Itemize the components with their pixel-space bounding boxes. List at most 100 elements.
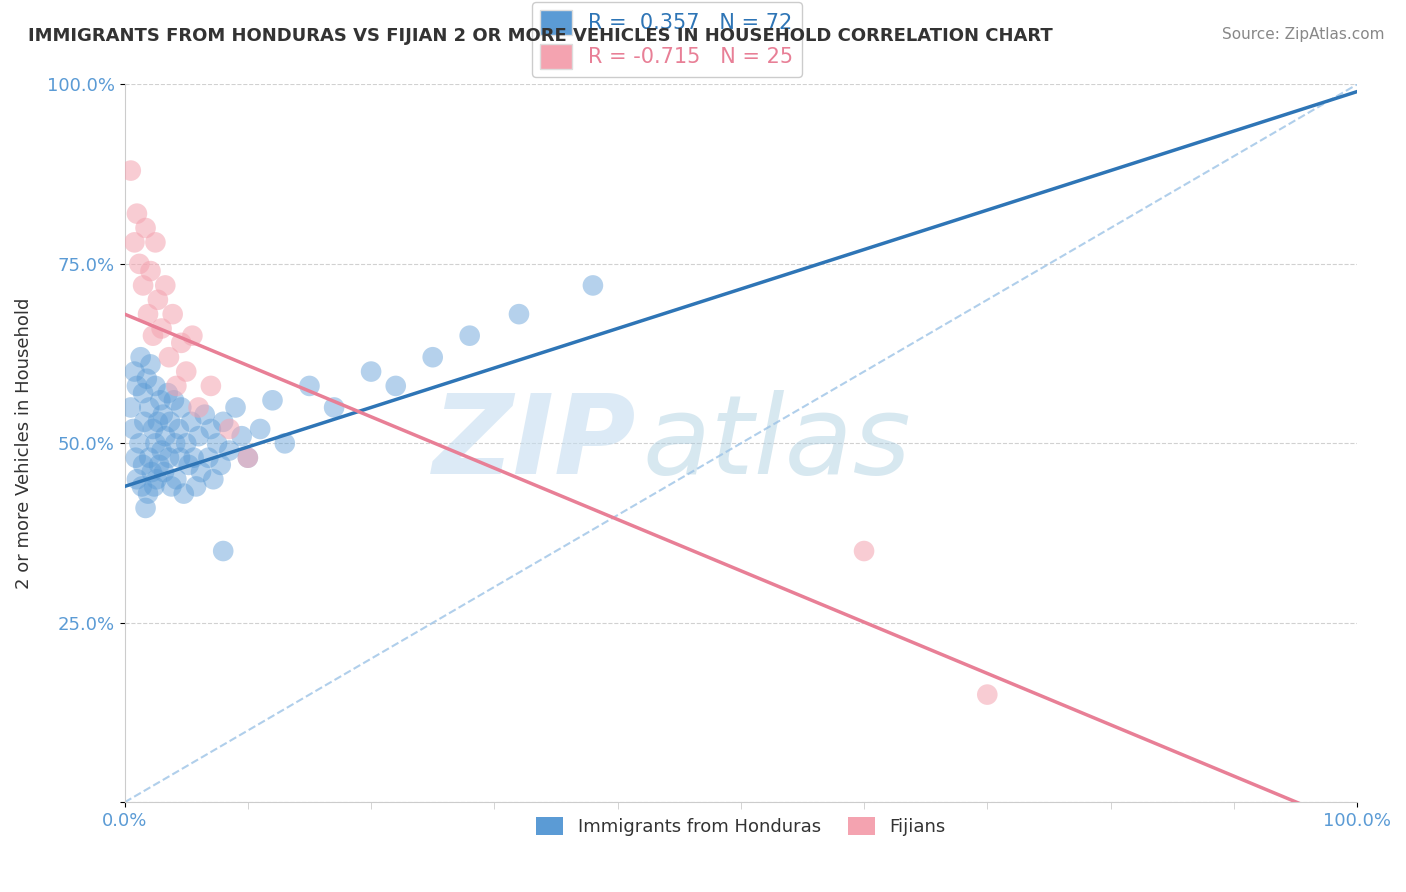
Point xyxy=(148,458,170,472)
Point xyxy=(145,436,167,450)
Point xyxy=(170,335,193,350)
Point xyxy=(183,450,205,465)
Point xyxy=(177,458,200,472)
Point xyxy=(458,328,481,343)
Point xyxy=(132,278,155,293)
Point xyxy=(141,465,163,479)
Point xyxy=(139,264,162,278)
Point xyxy=(145,379,167,393)
Point xyxy=(165,379,187,393)
Point xyxy=(129,350,152,364)
Point xyxy=(155,429,177,443)
Point xyxy=(165,472,187,486)
Point xyxy=(174,436,197,450)
Point xyxy=(200,379,222,393)
Point xyxy=(218,443,240,458)
Point xyxy=(157,450,180,465)
Point xyxy=(136,486,159,500)
Point xyxy=(122,422,145,436)
Point xyxy=(274,436,297,450)
Point xyxy=(163,393,186,408)
Point xyxy=(143,479,166,493)
Point xyxy=(170,401,193,415)
Point xyxy=(138,401,160,415)
Point xyxy=(582,278,605,293)
Point xyxy=(150,443,173,458)
Point xyxy=(142,422,165,436)
Text: ZIP: ZIP xyxy=(433,390,636,497)
Point xyxy=(231,429,253,443)
Point xyxy=(156,386,179,401)
Point xyxy=(202,472,225,486)
Point xyxy=(152,408,174,422)
Point xyxy=(218,422,240,436)
Point xyxy=(181,328,204,343)
Point xyxy=(508,307,530,321)
Point xyxy=(236,450,259,465)
Point xyxy=(135,221,157,235)
Point xyxy=(197,450,219,465)
Point xyxy=(128,436,150,450)
Point xyxy=(162,307,184,321)
Point xyxy=(853,544,876,558)
Point xyxy=(360,365,382,379)
Point xyxy=(125,472,148,486)
Point xyxy=(180,415,202,429)
Point xyxy=(212,544,235,558)
Point xyxy=(132,458,155,472)
Point xyxy=(159,415,181,429)
Point xyxy=(125,379,148,393)
Point xyxy=(174,365,197,379)
Point xyxy=(165,436,187,450)
Point xyxy=(124,235,146,250)
Point xyxy=(249,422,271,436)
Point xyxy=(145,472,167,486)
Text: Source: ZipAtlas.com: Source: ZipAtlas.com xyxy=(1222,27,1385,42)
Point xyxy=(298,379,321,393)
Point xyxy=(167,422,190,436)
Point xyxy=(146,415,169,429)
Point xyxy=(149,393,172,408)
Point xyxy=(190,465,212,479)
Point xyxy=(173,486,195,500)
Point xyxy=(145,235,167,250)
Point xyxy=(125,207,148,221)
Point xyxy=(120,401,142,415)
Text: IMMIGRANTS FROM HONDURAS VS FIJIAN 2 OR MORE VEHICLES IN HOUSEHOLD CORRELATION C: IMMIGRANTS FROM HONDURAS VS FIJIAN 2 OR … xyxy=(28,27,1053,45)
Point xyxy=(187,401,209,415)
Point xyxy=(155,278,177,293)
Point xyxy=(157,350,180,364)
Point xyxy=(225,401,247,415)
Point xyxy=(135,372,157,386)
Point xyxy=(187,429,209,443)
Point xyxy=(236,450,259,465)
Point xyxy=(323,401,346,415)
Point xyxy=(169,450,191,465)
Point xyxy=(200,422,222,436)
Point xyxy=(384,379,406,393)
Point xyxy=(205,436,228,450)
Point xyxy=(262,393,284,408)
Point xyxy=(153,465,176,479)
Point xyxy=(184,479,207,493)
Point xyxy=(146,293,169,307)
Point xyxy=(209,458,232,472)
Text: atlas: atlas xyxy=(643,390,911,497)
Point xyxy=(160,479,183,493)
Point xyxy=(132,386,155,401)
Legend: Immigrants from Honduras, Fijians: Immigrants from Honduras, Fijians xyxy=(529,810,953,844)
Point xyxy=(422,350,444,364)
Point xyxy=(131,479,153,493)
Point xyxy=(128,257,150,271)
Point xyxy=(124,365,146,379)
Point xyxy=(136,307,159,321)
Point xyxy=(142,328,165,343)
Point xyxy=(138,450,160,465)
Point xyxy=(120,163,142,178)
Y-axis label: 2 or more Vehicles in Household: 2 or more Vehicles in Household xyxy=(15,298,32,589)
Point xyxy=(150,321,173,335)
Point xyxy=(976,688,998,702)
Point xyxy=(125,450,148,465)
Point xyxy=(139,358,162,372)
Point xyxy=(134,415,156,429)
